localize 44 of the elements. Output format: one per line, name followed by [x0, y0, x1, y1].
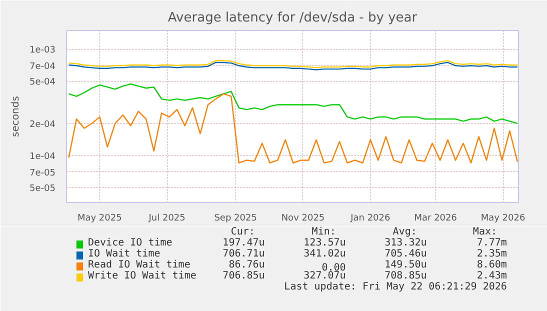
text: 705.46u — [384, 248, 427, 260]
y-axis-title: seconds — [10, 96, 22, 137]
y-tick-label: 2e-04 — [30, 120, 56, 130]
x-tick-label: Jan 2026 — [350, 214, 391, 224]
x-tick-label: Sep 2025 — [214, 214, 257, 224]
x-tick-label: Mar 2026 — [414, 214, 458, 224]
x-tick-label: May 2026 — [480, 214, 526, 224]
text: 7.77m — [476, 238, 507, 248]
text: Min: — [312, 226, 336, 238]
x-tick-label: Nov 2025 — [281, 214, 325, 224]
chart-title: Average latency for /dev/sda - by year — [168, 10, 418, 26]
text: 706.85u — [222, 270, 265, 282]
line-series — [68, 62, 518, 70]
text: 708.85u — [384, 270, 427, 282]
text: Max: — [472, 226, 498, 238]
legend-label: Write IO Wait time — [88, 270, 196, 282]
legend-label: Device IO time — [88, 238, 172, 248]
x-tick-label: Jul 2025 — [148, 214, 186, 224]
y-tick-label: 1e-04 — [30, 152, 56, 162]
text: 123.57u — [304, 238, 346, 248]
line-series — [68, 60, 518, 68]
legend-label: Read IO Wait time — [88, 260, 190, 270]
text: 86.76u — [228, 260, 265, 270]
text: 327.07u — [304, 270, 346, 282]
text: Avg: — [392, 226, 417, 238]
text: 2.35m — [476, 248, 507, 260]
text: 8.60m — [476, 260, 507, 270]
text: 706.71u — [222, 248, 265, 260]
y-tick-label: 5e-05 — [30, 184, 56, 194]
line-series — [68, 93, 518, 164]
text: Last update: Fri May 22 06:21:29 2026 — [284, 282, 507, 292]
text: 2.43m — [476, 270, 507, 282]
text: 149.50u — [384, 260, 427, 270]
text: 313.32u — [384, 238, 427, 248]
text: 341.02u — [304, 248, 346, 260]
y-tick-label: 1e-03 — [30, 46, 56, 56]
y-tick-label: 7e-05 — [30, 168, 56, 178]
legend-label: IO Wait time — [88, 248, 160, 260]
line-series — [68, 83, 518, 124]
text: 197.47u — [222, 238, 265, 248]
text: Cur: — [230, 226, 255, 238]
y-tick-label: 5e-04 — [30, 78, 56, 88]
y-tick-label: 7e-04 — [30, 62, 56, 72]
x-tick-label: May 2025 — [77, 214, 122, 224]
